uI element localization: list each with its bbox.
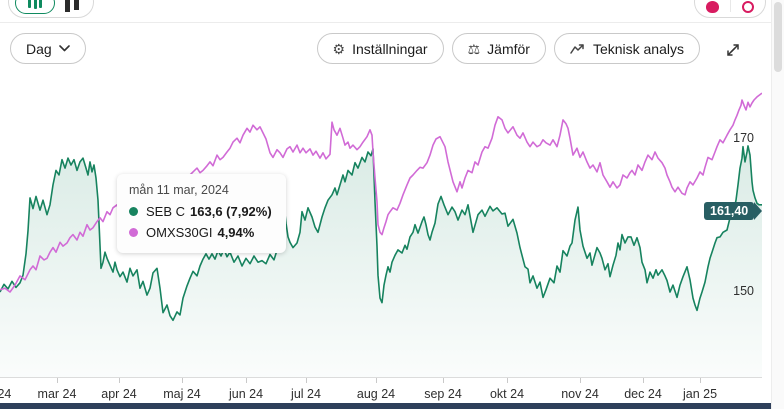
x-axis-label: jan 25: [682, 387, 718, 401]
y-axis-label: 150: [733, 284, 754, 298]
x-axis-tick: [182, 378, 183, 383]
compare-button[interactable]: ⚖ Jämför: [451, 33, 546, 64]
x-axis-tick: [246, 378, 247, 383]
seb-series-name: SEB C: [146, 204, 186, 219]
chevron-down-icon: [58, 45, 70, 52]
chart-type-toggle[interactable]: [8, 0, 94, 18]
series-area-fill: [0, 145, 762, 377]
seb-series-value: 163,6 (7,92%): [190, 204, 272, 219]
tooltip-date: mån 11 mar, 2024: [129, 183, 229, 197]
x-axis-tick: [119, 378, 120, 383]
technical-analysis-button[interactable]: Teknisk analys: [553, 33, 700, 64]
scale-icon: ⚖: [467, 40, 481, 57]
seb-series-dot: [129, 207, 138, 216]
x-axis-tick: [507, 378, 508, 383]
x-axis-tick: [580, 378, 581, 383]
chart-toolbar: ⚙ Inställningar ⚖ Jämför Teknisk analys: [316, 33, 700, 64]
x-axis-label: sep 24: [424, 387, 462, 401]
x-axis-tick: [643, 378, 644, 383]
scrollbar[interactable]: [771, 0, 784, 409]
x-axis-tick: [443, 378, 444, 383]
period-label: Dag: [26, 40, 52, 57]
x-axis-label: aug 24: [356, 387, 396, 401]
last-price-value: 161,40: [710, 204, 749, 218]
last-price-badge: 161,40: [704, 202, 763, 220]
bar-chart-icon[interactable]: [15, 0, 55, 14]
x-axis-line: [0, 377, 762, 378]
x-axis-tick: [700, 378, 701, 383]
expand-arrows-icon: [727, 44, 739, 56]
fullscreen-button[interactable]: [721, 38, 745, 62]
x-axis-label: nov 24: [561, 387, 599, 401]
tooltip-row-omx: OMXS30GI 4,94%: [129, 222, 272, 243]
tooltip-row-seb: SEB C 163,6 (7,92%): [129, 201, 272, 222]
x-axis-label: okt 24: [489, 387, 525, 401]
technical-analysis-label: Teknisk analys: [592, 40, 684, 57]
x-axis-tick: [57, 378, 58, 383]
filled-dot-icon[interactable]: [706, 1, 719, 13]
gear-icon: ⚙: [332, 40, 346, 57]
y-axis-label: 170: [733, 131, 754, 145]
header-divider: [0, 22, 771, 23]
x-axis-tick: [376, 378, 377, 383]
x-axis-tick: [306, 378, 307, 383]
omx-series-name: OMXS30GI: [146, 225, 213, 240]
period-dropdown[interactable]: Dag: [10, 33, 86, 64]
ring-icon[interactable]: [742, 1, 754, 13]
compare-label: Jämför: [487, 40, 530, 57]
divider: [730, 0, 731, 12]
x-axis-label: apr 24: [101, 387, 137, 401]
trend-line-icon: [570, 43, 584, 54]
favorite-alert-toggle[interactable]: [694, 0, 766, 18]
scrollbar-thumb[interactable]: [774, 2, 782, 72]
x-axis-label: jul 24: [291, 387, 321, 401]
x-axis-label: maj 24: [163, 387, 201, 401]
x-axis-label: feb 24: [0, 387, 12, 401]
omx-series-value: 4,94%: [217, 225, 255, 240]
x-axis-label: mar 24: [37, 387, 77, 401]
x-axis-label: dec 24: [624, 387, 662, 401]
candlestick-icon[interactable]: [63, 0, 81, 14]
settings-label: Inställningar: [352, 40, 428, 57]
x-axis-label: jun 24: [228, 387, 264, 401]
bottom-nav-bar: [0, 403, 771, 409]
omx-series-dot: [129, 228, 138, 237]
price-chart[interactable]: [0, 85, 762, 377]
series-line-0: [0, 145, 762, 322]
settings-button[interactable]: ⚙ Inställningar: [316, 33, 444, 64]
chart-tooltip: mån 11 mar, 2024 SEB C 163,6 (7,92%) OMX…: [117, 174, 286, 253]
